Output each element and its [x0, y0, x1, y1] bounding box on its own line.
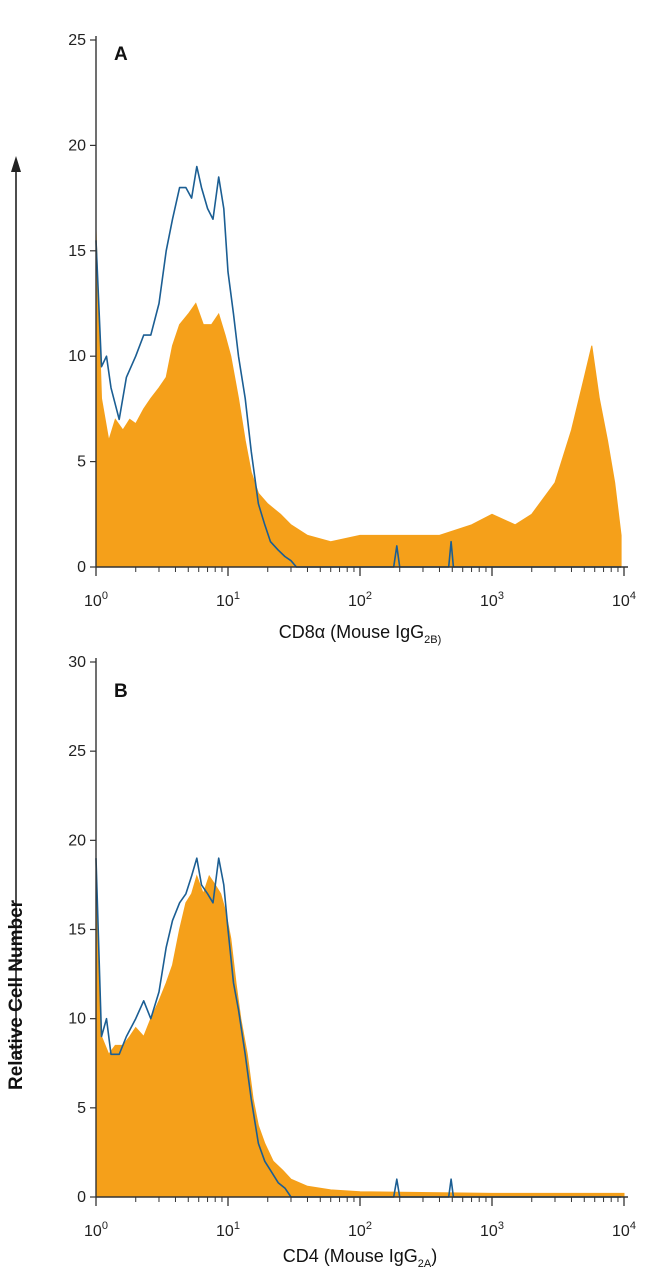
x-tick-label: 100	[84, 590, 108, 610]
y-axis-label-group: Relative Cell Number	[6, 156, 27, 1090]
y-tick-label: 15	[68, 243, 86, 260]
x-tick-label: 102	[348, 590, 372, 610]
panel-a: 0 5 10 15 20 25 100 101 102 103 104 A CD8α (Mouse Ig…	[68, 32, 636, 646]
y-tick-label: 20	[68, 137, 86, 154]
y-tick-label: 0	[77, 1189, 86, 1206]
y-tick-label: 25	[68, 743, 86, 760]
x-tick-label: 104	[612, 1220, 636, 1240]
panel-letter: B	[114, 681, 128, 702]
panel-a-filled-histogram	[95, 229, 622, 568]
y-tick-label: 10	[68, 348, 86, 365]
y-tick-label: 10	[68, 1011, 86, 1028]
x-tick-label: 102	[348, 1220, 372, 1240]
x-tick-label: 104	[612, 590, 636, 610]
x-tick-label: 103	[480, 1220, 504, 1240]
x-tick-label: 103	[480, 590, 504, 610]
x-tick-label: 101	[216, 590, 240, 610]
y-tick-label: 5	[77, 454, 86, 471]
panel-b: 0 5 10 15 20 25 30 100 101 102 103 104 B CD4 (Mouse I…	[68, 654, 636, 1270]
panel-b-filled-histogram	[95, 867, 625, 1198]
y-tick-label: 5	[77, 1100, 86, 1117]
y-tick-label: 30	[68, 654, 86, 671]
y-axis-arrow-head	[11, 156, 21, 172]
y-tick-label: 20	[68, 832, 86, 849]
x-axis-title: CD8α (Mouse IgG2B)	[279, 622, 442, 646]
x-axis-title: CD4 (Mouse IgG2A)	[283, 1246, 438, 1270]
y-tick-label: 25	[68, 32, 86, 49]
y-tick-label: 0	[77, 559, 86, 576]
panel-letter: A	[114, 44, 128, 65]
y-tick-label: 15	[68, 922, 86, 939]
y-axis-label: Relative Cell Number	[6, 899, 27, 1090]
x-tick-label: 100	[84, 1220, 108, 1240]
x-tick-label: 101	[216, 1220, 240, 1240]
